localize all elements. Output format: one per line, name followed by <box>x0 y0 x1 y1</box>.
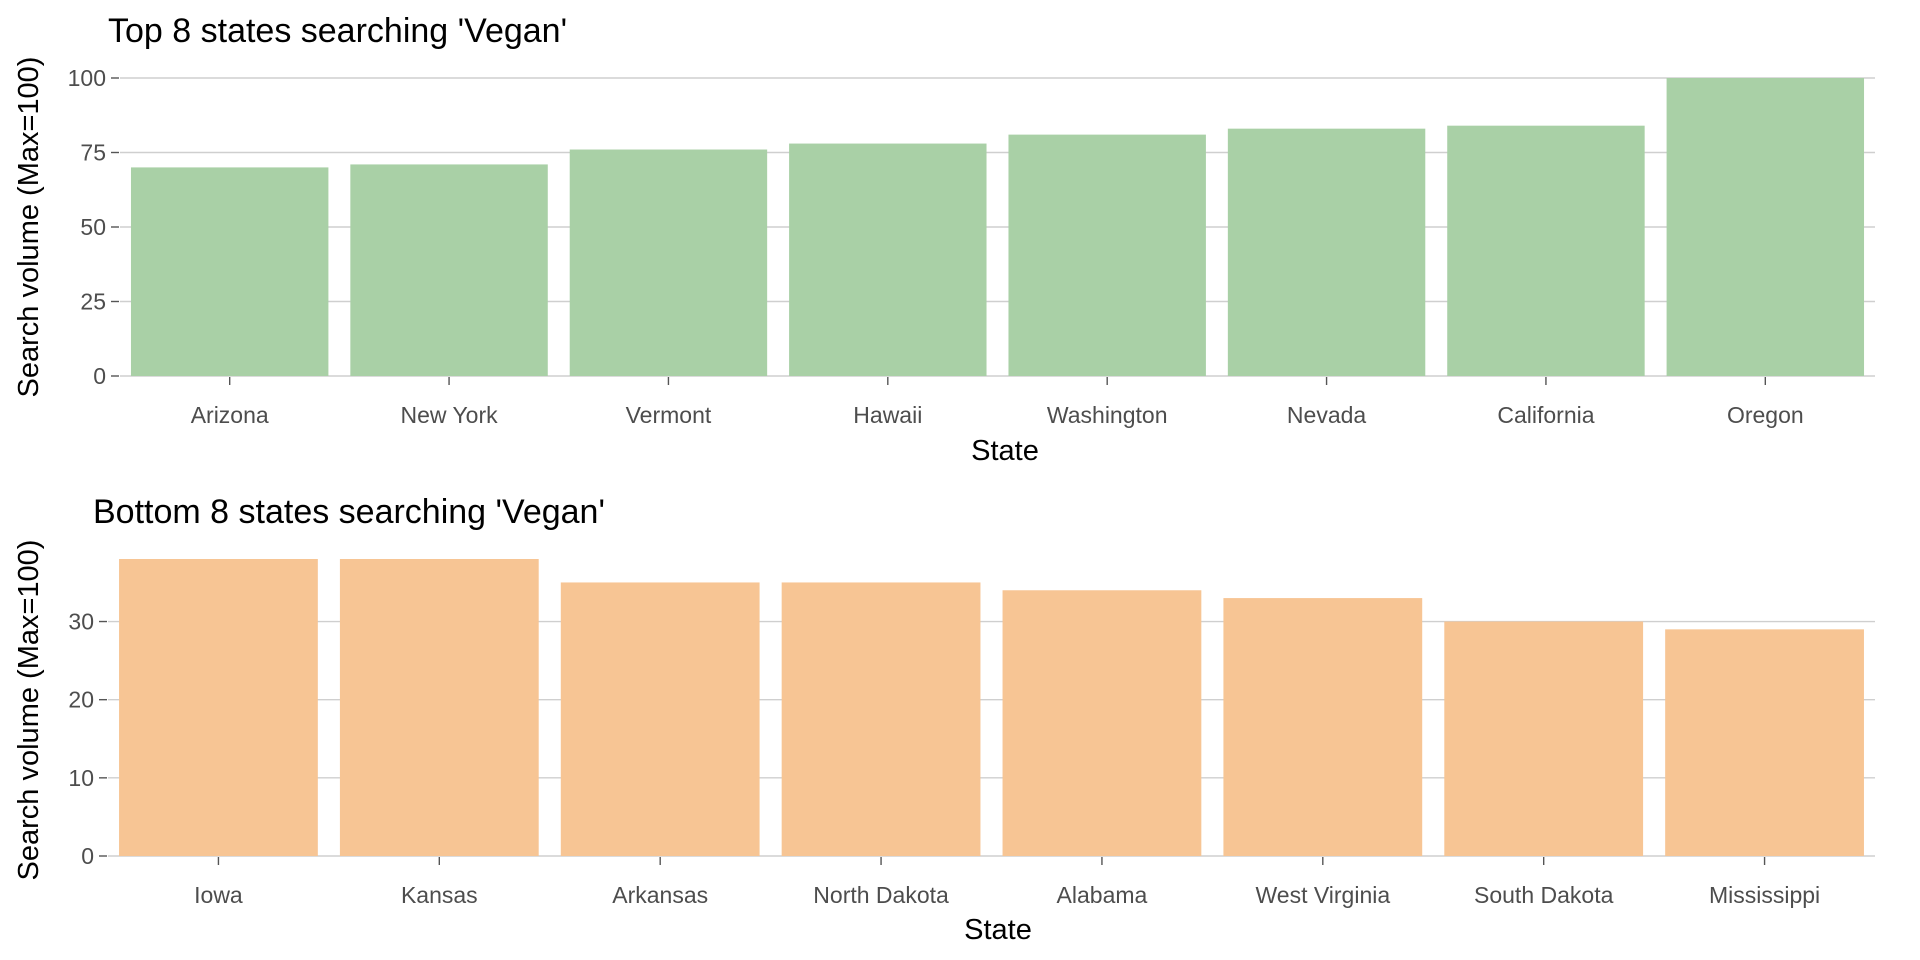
top-chart-y-axis-title: Search volume (Max=100) <box>13 57 45 398</box>
top-chart-bar <box>1666 78 1865 376</box>
bottom-chart: Bottom 8 states searching 'Vegan' 0 10 20 3… <box>13 493 1875 946</box>
top-chart-x-tick-label: Vermont <box>626 402 712 428</box>
bottom-chart-x-axis: Iowa Kansas Arkansas North Dakota Alabama Wes… <box>194 857 1820 908</box>
top-chart-x-tick-label: Hawaii <box>853 402 922 428</box>
top-chart-y-tick-label: 50 <box>80 214 106 240</box>
bottom-chart-x-tick-label: Iowa <box>194 882 243 908</box>
top-chart-bar <box>569 149 768 376</box>
top-chart-y-tick-label: 100 <box>68 65 106 91</box>
bottom-chart-x-tick-label: West Virginia <box>1255 882 1390 908</box>
bottom-chart-x-tick-label: Kansas <box>401 882 478 908</box>
top-chart-bar <box>1447 125 1645 377</box>
bottom-chart-x-tick-label: North Dakota <box>813 882 949 908</box>
bottom-chart-bar <box>560 582 760 856</box>
top-chart-bar <box>130 167 329 376</box>
bottom-chart-bar <box>1223 598 1423 856</box>
top-chart-y-axis: 0 25 50 75 100 <box>68 65 119 389</box>
bottom-chart-y-tick-label: 20 <box>68 687 94 713</box>
top-chart-bar <box>1227 128 1426 376</box>
bottom-chart-y-tick-label: 0 <box>81 843 94 869</box>
top-chart-x-axis-title: State <box>971 435 1039 467</box>
bottom-chart-title: Bottom 8 states searching 'Vegan' <box>93 493 605 531</box>
bottom-chart-bar <box>1444 621 1644 856</box>
top-chart-x-tick-label: Washington <box>1047 402 1168 428</box>
bottom-chart-y-axis-title: Search volume (Max=100) <box>13 540 45 881</box>
top-chart-bar <box>789 143 987 376</box>
top-chart-bars <box>130 78 1865 377</box>
top-chart-x-tick-label: Oregon <box>1727 402 1804 428</box>
top-chart-x-axis: Arizona New York Vermont Hawaii Washington Ne… <box>191 377 1804 428</box>
top-chart-y-tick-label: 25 <box>80 289 106 315</box>
top-chart-y-tick-label: 0 <box>93 363 106 389</box>
top-chart-title: Top 8 states searching 'Vegan' <box>108 12 567 50</box>
bottom-chart-y-axis: 0 10 20 30 <box>68 609 107 869</box>
top-chart: Top 8 states searching 'Vegan' 0 25 50 75 10… <box>13 12 1875 467</box>
bottom-chart-bar <box>1665 629 1864 856</box>
bottom-chart-x-axis-title: State <box>964 914 1032 946</box>
bottom-chart-x-tick-label: Arkansas <box>612 882 708 908</box>
top-chart-x-tick-label: California <box>1497 402 1594 428</box>
bottom-chart-x-tick-label: Alabama <box>1057 882 1148 908</box>
bottom-chart-bar <box>339 559 539 856</box>
bottom-chart-y-tick-label: 10 <box>68 765 94 791</box>
top-chart-x-tick-label: New York <box>400 402 498 428</box>
top-chart-y-tick-label: 75 <box>80 140 106 166</box>
bottom-chart-bar <box>1002 590 1202 856</box>
bottom-chart-bars <box>119 559 1864 856</box>
top-chart-x-tick-label: Nevada <box>1287 402 1366 428</box>
bottom-chart-bar <box>781 582 981 856</box>
bottom-chart-y-tick-label: 30 <box>68 609 94 635</box>
bottom-chart-bar <box>119 559 318 856</box>
bottom-chart-x-tick-label: Mississippi <box>1709 882 1820 908</box>
top-chart-bar <box>350 164 548 376</box>
top-chart-bar <box>1008 134 1206 376</box>
top-chart-x-tick-label: Arizona <box>191 402 269 428</box>
bottom-chart-x-tick-label: South Dakota <box>1474 882 1614 908</box>
